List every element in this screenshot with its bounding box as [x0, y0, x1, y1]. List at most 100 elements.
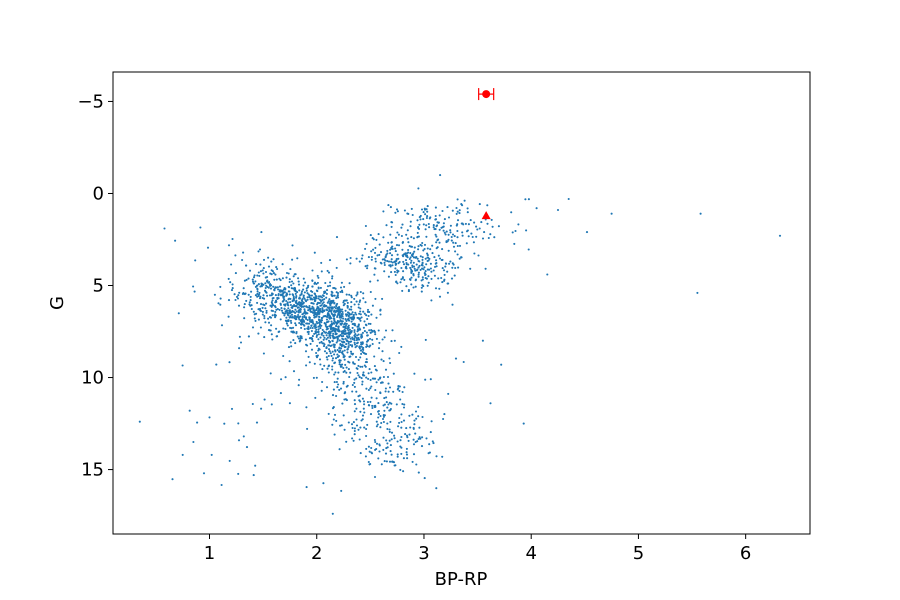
star-point	[446, 206, 449, 209]
star-point	[315, 334, 319, 337]
star-point	[417, 271, 420, 274]
star-point	[360, 257, 363, 260]
star-point	[467, 235, 470, 238]
star-point	[390, 258, 393, 261]
star-point	[398, 389, 401, 392]
star-point	[290, 284, 293, 287]
star-point	[384, 390, 387, 393]
star-point	[510, 211, 513, 214]
star-point	[325, 289, 329, 292]
star-point	[359, 310, 362, 313]
star-point	[242, 251, 245, 254]
star-point	[286, 309, 289, 312]
star-point	[313, 316, 316, 319]
star-point	[469, 219, 472, 222]
star-point	[355, 337, 358, 340]
star-point	[386, 375, 390, 379]
star-point	[263, 317, 266, 320]
star-point	[237, 294, 240, 297]
star-point	[290, 280, 294, 283]
star-point	[325, 318, 329, 321]
star-point	[413, 423, 416, 426]
star-point	[238, 291, 241, 294]
star-point	[362, 292, 365, 295]
star-point	[331, 340, 334, 343]
star-point	[345, 366, 348, 369]
star-point	[318, 298, 321, 301]
star-point	[312, 311, 315, 314]
star-point	[275, 327, 278, 330]
star-point	[428, 443, 431, 446]
star-point	[303, 320, 306, 323]
star-point	[265, 311, 268, 314]
star-point	[486, 222, 489, 225]
star-point	[331, 359, 334, 362]
star-point	[254, 294, 257, 297]
star-point	[430, 420, 433, 423]
star-point	[385, 396, 388, 399]
star-point	[420, 290, 423, 293]
star-point	[345, 258, 348, 261]
star-point	[308, 316, 311, 319]
star-point	[460, 256, 463, 259]
star-point	[320, 340, 323, 343]
star-point	[192, 285, 195, 288]
star-point	[234, 298, 237, 302]
star-point	[316, 301, 320, 304]
star-point	[237, 472, 240, 475]
star-point	[340, 320, 343, 323]
star-point	[456, 236, 459, 239]
star-point	[371, 406, 374, 410]
star-point	[330, 325, 333, 328]
star-point	[436, 224, 439, 227]
star-point	[284, 319, 287, 322]
star-point	[355, 257, 358, 260]
star-point	[350, 316, 354, 319]
star-point	[339, 349, 342, 352]
star-point	[464, 222, 467, 225]
star-point	[243, 306, 246, 309]
star-point	[395, 280, 398, 284]
star-point	[342, 366, 345, 370]
star-point	[397, 244, 401, 247]
star-point	[394, 273, 397, 277]
star-point	[300, 320, 303, 323]
star-point	[267, 317, 270, 320]
star-point	[270, 301, 273, 304]
star-point	[322, 301, 325, 304]
star-point	[390, 241, 393, 244]
star-point	[384, 452, 388, 455]
star-point	[389, 420, 392, 423]
star-point	[337, 383, 340, 386]
star-point	[375, 420, 378, 423]
star-point	[261, 296, 264, 300]
star-point	[313, 309, 316, 313]
star-point	[323, 350, 327, 353]
star-point	[327, 332, 330, 335]
star-point	[407, 288, 410, 292]
star-point	[345, 335, 349, 338]
star-point	[407, 439, 410, 442]
star-point	[340, 289, 344, 292]
star-point	[375, 425, 378, 428]
star-point	[230, 407, 234, 410]
star-point	[208, 416, 211, 419]
star-point	[338, 346, 341, 349]
x-tick-label: 1	[204, 543, 215, 564]
star-point	[280, 307, 283, 310]
star-point	[412, 453, 416, 456]
star-point	[330, 290, 333, 293]
star-point	[433, 274, 436, 277]
star-point	[272, 285, 275, 288]
star-point	[527, 248, 530, 251]
star-point	[410, 236, 413, 239]
star-point	[194, 259, 197, 262]
star-point	[362, 348, 365, 351]
star-point	[368, 329, 371, 332]
star-point	[349, 340, 352, 343]
star-point	[401, 223, 404, 226]
star-point	[585, 231, 589, 234]
star-point	[355, 418, 358, 421]
star-point	[319, 327, 322, 330]
star-point	[363, 426, 366, 429]
